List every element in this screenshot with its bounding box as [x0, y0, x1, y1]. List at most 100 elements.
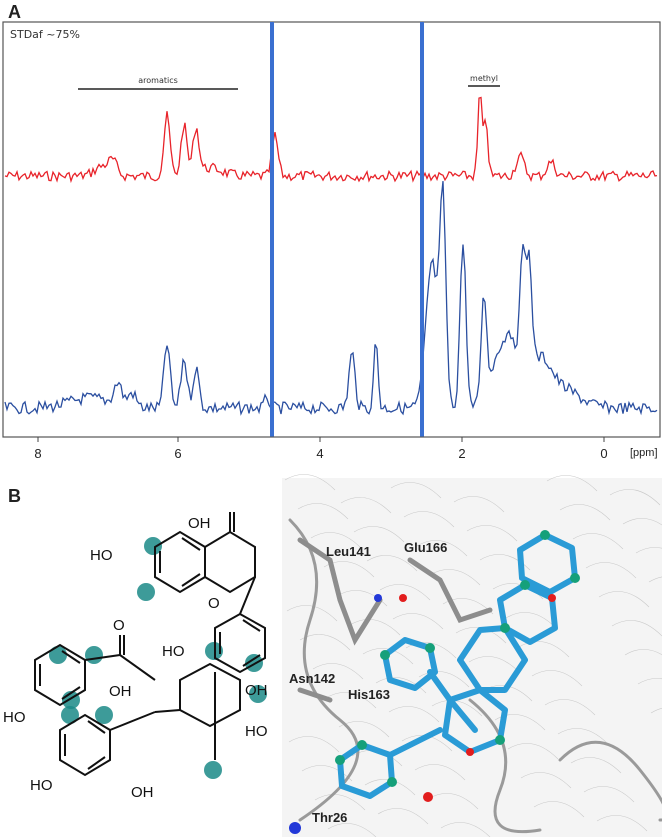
mesh-strand: [583, 786, 635, 803]
protein-backbone: [288, 518, 662, 834]
x-tick-2: 2: [458, 446, 465, 461]
mesh-strand: [596, 815, 648, 832]
mesh-strand: [440, 822, 491, 837]
mesh-strand: [388, 706, 440, 723]
docking-view: Leu141 Glu166 Asn142 His163 Thr26: [282, 474, 662, 837]
methyl-label: methyl: [470, 74, 498, 83]
mesh-strand: [494, 714, 546, 731]
atom-label-ho-5: HO: [245, 723, 268, 740]
mesh-strand: [416, 540, 468, 557]
mesh-strand: [479, 554, 531, 571]
mesh-strand: [297, 503, 349, 520]
std-highlight-dots: [49, 537, 267, 779]
x-tick-4: 4: [316, 446, 323, 461]
mesh-strand: [559, 504, 611, 521]
residue-sticks: [297, 537, 493, 703]
mesh-strand: [650, 708, 662, 714]
mesh-strand: [323, 561, 375, 578]
mesh-strand: [624, 649, 662, 656]
std-spectrum-trace: [4, 96, 658, 184]
structure-labels: OH HO O HO O HO OH HO OH HO OH: [3, 515, 268, 801]
atom-label-ho-2: HO: [162, 643, 185, 660]
mesh-strand: [284, 474, 336, 491]
solvent-peak-dmso: [420, 22, 424, 437]
mesh-strand: [390, 482, 442, 499]
nmr-plot-frame: [2, 21, 661, 438]
oxygen-atoms: [399, 594, 556, 802]
atom-label-oh-4: OH: [245, 682, 268, 699]
mesh-strand: [570, 757, 622, 774]
mesh-strand: [414, 764, 466, 781]
mesh-strand: [531, 670, 583, 687]
mesh-strand: [288, 736, 340, 753]
atom-label-o-carbonyl: O: [113, 617, 125, 634]
mesh-strand: [377, 808, 429, 825]
residue-label-leu141: Leu141: [326, 544, 371, 559]
panel-b-letter: B: [8, 486, 21, 506]
mesh-strand: [622, 518, 662, 526]
mesh-strand: [353, 526, 405, 543]
chemical-structure: [34, 512, 267, 779]
mesh-strand: [312, 663, 364, 680]
mesh-strand: [338, 721, 390, 738]
mesh-strand: [418, 671, 470, 688]
x-tick-0: 0: [600, 446, 607, 461]
atom-label-ho-4: HO: [30, 777, 53, 794]
residue-label-thr26: Thr26: [312, 810, 347, 825]
mesh-strand: [403, 511, 455, 528]
mesh-strand: [468, 656, 520, 673]
nitrogen-atoms: [289, 594, 382, 834]
mesh-strand: [557, 728, 609, 745]
atom-label-oh-2: OH: [109, 683, 132, 700]
mesh-strand: [637, 678, 662, 685]
unit-label: [ppm]: [630, 447, 658, 459]
mesh-strand: [611, 620, 662, 637]
mesh-strand: [349, 619, 401, 636]
std-label: STDaf ~75%: [10, 28, 80, 41]
atom-label-oh-1: OH: [188, 515, 211, 532]
residue-label-his163: His163: [348, 687, 390, 702]
atom-label-oh-3: OH: [131, 784, 154, 801]
solvent-peak-water: [270, 22, 274, 437]
x-tick-6: 6: [174, 446, 181, 461]
mesh-strand: [431, 700, 483, 717]
mesh-strand: [466, 525, 518, 542]
mesh-strand: [648, 576, 662, 583]
mesh-strand: [429, 569, 481, 586]
mesh-strand: [533, 801, 585, 818]
mesh-strand: [336, 590, 388, 607]
mesh-strand: [546, 475, 598, 492]
mesh-strand: [453, 496, 505, 513]
atom-label-o-ring: O: [208, 595, 220, 612]
aromatics-label: aromatics: [138, 76, 178, 85]
mesh-strand: [379, 584, 431, 601]
mesh-strand: [340, 497, 392, 514]
residue-label-asn142: Asn142: [289, 671, 335, 686]
contact-atoms: [335, 530, 580, 787]
mesh-strand: [544, 699, 596, 716]
mesh-strand: [520, 772, 572, 789]
mesh-strand: [327, 823, 377, 837]
mesh-strand: [492, 583, 544, 600]
mesh-strand: [310, 532, 362, 549]
panel-a-letter: A: [8, 2, 21, 22]
mesh-strand: [609, 489, 661, 506]
mesh-strand: [518, 641, 570, 658]
mesh-strand: [585, 562, 637, 579]
mesh-strand: [392, 613, 444, 630]
residue-label-glu166: Glu166: [404, 540, 447, 555]
x-axis: [3, 436, 660, 442]
mesh-strand: [366, 555, 418, 572]
mesh-strand: [375, 677, 427, 694]
x-tick-8: 8: [34, 446, 41, 461]
atom-label-ho-3: HO: [3, 709, 26, 726]
mesh-strand: [507, 743, 559, 760]
mesh-strand: [314, 794, 366, 811]
mesh-strand: [572, 533, 624, 550]
mesh-strand: [598, 591, 650, 608]
mesh-strand: [635, 547, 662, 554]
reference-spectrum-trace: [4, 181, 658, 416]
mesh-strand: [325, 692, 377, 709]
mesh-strand: [286, 605, 338, 622]
